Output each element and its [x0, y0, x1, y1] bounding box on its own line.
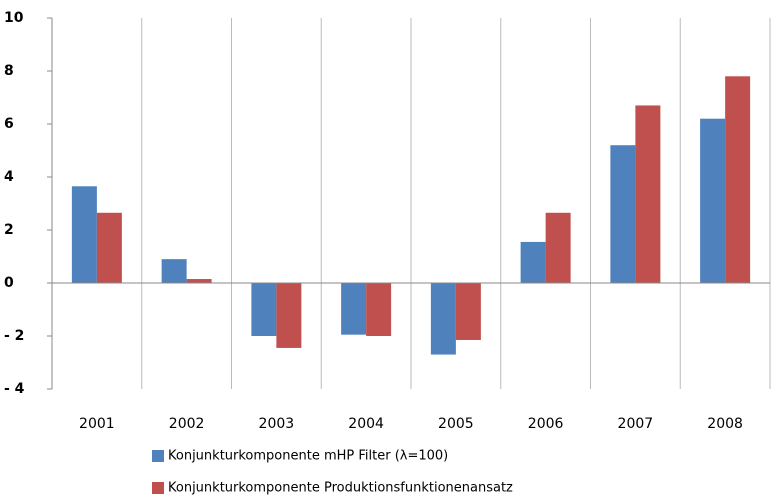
y-tick-label: 4	[4, 169, 14, 185]
bar	[71, 186, 97, 283]
x-tick-label: 2008	[707, 416, 743, 432]
y-tick-label: - 2	[4, 328, 24, 344]
y-tick-label: - 4	[4, 381, 25, 397]
y-tick-label: 6	[4, 116, 14, 132]
bar	[610, 145, 636, 283]
bar	[430, 283, 456, 355]
x-tick-label: 2003	[259, 416, 295, 432]
x-tick-label: 2007	[618, 416, 654, 432]
y-tick-label: 10	[4, 10, 24, 26]
y-tick-label: 0	[4, 275, 14, 291]
bar	[520, 241, 546, 283]
x-tick-label: 2004	[348, 416, 384, 432]
bar	[455, 283, 481, 340]
legend-swatch	[152, 450, 164, 462]
x-tick-label: 2005	[438, 416, 474, 432]
bar	[186, 279, 212, 283]
bar	[161, 259, 187, 283]
x-tick-label: 2002	[169, 416, 205, 432]
legend-label: Konjunkturkomponente Produktionsfunktion…	[168, 481, 513, 495]
bar	[276, 283, 302, 348]
bar	[251, 283, 277, 336]
x-tick-label: 2001	[79, 416, 115, 432]
bar	[545, 212, 571, 283]
legend-swatch	[152, 482, 164, 494]
bar	[635, 105, 661, 283]
bar	[366, 283, 392, 336]
bar	[341, 283, 367, 335]
bar	[725, 76, 751, 283]
y-tick-label: 8	[4, 63, 14, 79]
legend-label: Konjunkturkomponente mHP Filter (λ=100)	[168, 449, 448, 464]
bar	[700, 118, 726, 283]
y-tick-label: 2	[4, 222, 14, 238]
x-tick-label: 2006	[528, 416, 564, 432]
bar	[96, 212, 122, 283]
